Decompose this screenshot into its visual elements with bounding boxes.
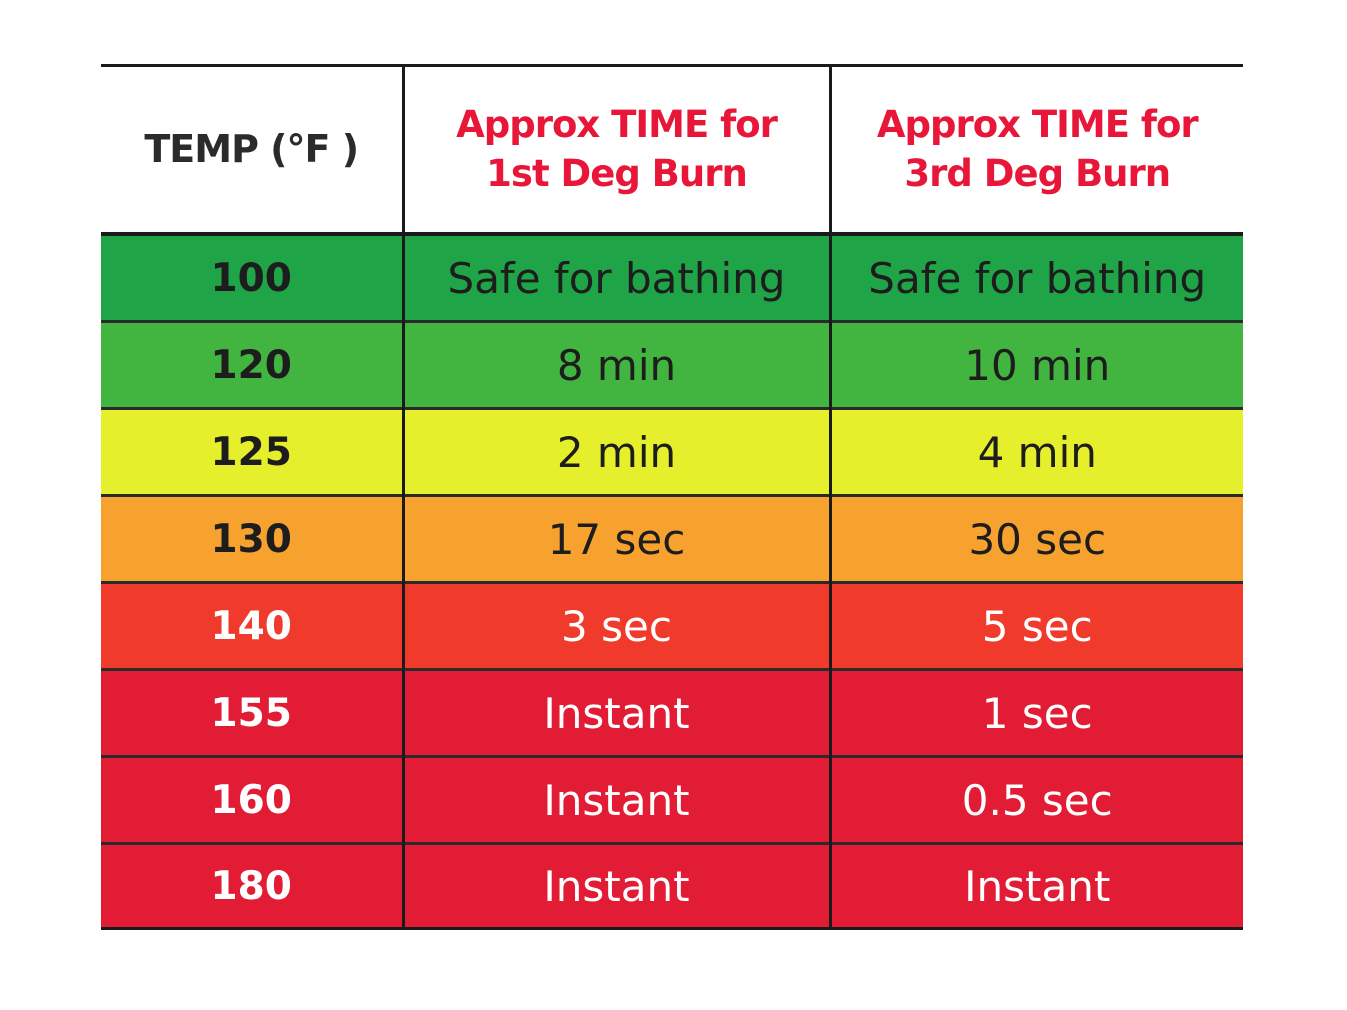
- first-degree-cell: Safe for bathing: [401, 234, 830, 322]
- temp-cell: 155: [101, 668, 403, 757]
- table-row: 140 3 sec 5 sec: [101, 581, 1243, 670]
- third-degree-cell: 0.5 sec: [828, 755, 1243, 844]
- temp-cell: 160: [101, 755, 403, 844]
- burn-time-table: TEMP (°F ) Approx TIME for 1st Deg Burn …: [101, 64, 1243, 930]
- table-row: 160 Instant 0.5 sec: [101, 755, 1243, 844]
- temp-cell: 140: [101, 581, 403, 670]
- third-degree-cell: Instant: [828, 842, 1243, 929]
- header-third-line2: 3rd Deg Burn: [904, 151, 1171, 195]
- header-first-line1: Approx TIME for: [456, 103, 778, 147]
- first-degree-cell: Instant: [401, 842, 830, 929]
- table-row: 100 Safe for bathing Safe for bathing: [101, 234, 1243, 322]
- header-third-line1: Approx TIME for: [876, 103, 1199, 147]
- temp-cell: 130: [101, 494, 403, 583]
- third-degree-cell: 1 sec: [828, 668, 1243, 757]
- temp-cell: 120: [101, 320, 403, 409]
- header-first-degree: Approx TIME for 1st Deg Burn: [401, 65, 830, 236]
- table-row: 155 Instant 1 sec: [101, 668, 1243, 757]
- third-degree-cell: 10 min: [828, 320, 1243, 409]
- first-degree-cell: Instant: [401, 755, 830, 844]
- table-row: 180 Instant Instant: [101, 842, 1243, 929]
- temp-cell: 100: [101, 234, 403, 322]
- temp-cell: 180: [101, 842, 403, 929]
- header-row: TEMP (°F ) Approx TIME for 1st Deg Burn …: [101, 65, 1243, 236]
- header-temp: TEMP (°F ): [101, 65, 403, 236]
- first-degree-cell: 2 min: [401, 407, 830, 496]
- first-degree-cell: 3 sec: [401, 581, 830, 670]
- third-degree-cell: 30 sec: [828, 494, 1243, 583]
- first-degree-cell: Instant: [401, 668, 830, 757]
- header-temp-label: TEMP (°F ): [144, 126, 359, 171]
- first-degree-cell: 17 sec: [401, 494, 830, 583]
- table-row: 125 2 min 4 min: [101, 407, 1243, 496]
- third-degree-cell: 5 sec: [828, 581, 1243, 670]
- third-degree-cell: Safe for bathing: [828, 234, 1243, 322]
- table-row: 130 17 sec 30 sec: [101, 494, 1243, 583]
- first-degree-cell: 8 min: [401, 320, 830, 409]
- table-row: 120 8 min 10 min: [101, 320, 1243, 409]
- third-degree-cell: 4 min: [828, 407, 1243, 496]
- header-third-degree: Approx TIME for 3rd Deg Burn: [828, 65, 1243, 236]
- header-first-line2: 1st Deg Burn: [486, 151, 748, 195]
- temp-cell: 125: [101, 407, 403, 496]
